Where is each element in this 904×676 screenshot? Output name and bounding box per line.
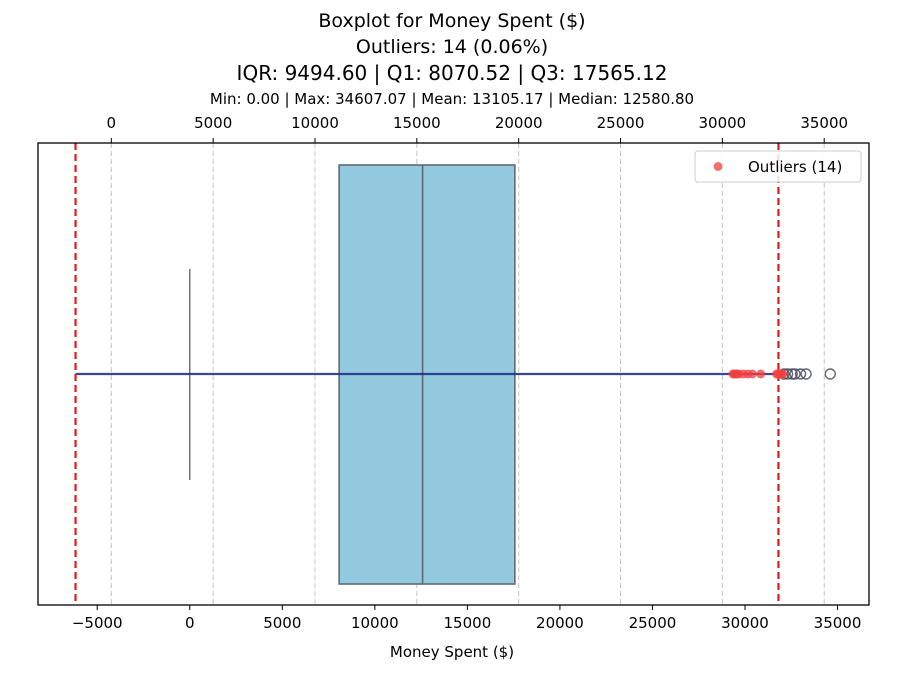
outlier-points <box>728 368 836 380</box>
x-tick-label-bottom: 5000 <box>263 614 301 632</box>
x-tick-label-top: 25000 <box>597 114 645 132</box>
x-tick-label-bottom: 20000 <box>536 614 584 632</box>
legend: Outliers (14) <box>694 150 862 183</box>
x-tick-label-bottom: 10000 <box>351 614 399 632</box>
chart-subtitle-stats: Min: 0.00 | Max: 34607.07 | Mean: 13105.… <box>209 90 695 108</box>
x-tick-label-top: 0 <box>107 114 117 132</box>
x-tick-label-bottom: 0 <box>185 614 195 632</box>
outlier-hollow-point <box>800 368 812 380</box>
x-tick-label-top: 20000 <box>495 114 543 132</box>
chart-subtitle-outliers: Outliers: 14 (0.06%) <box>355 36 549 58</box>
x-tick-label-bottom: −5000 <box>72 614 123 632</box>
x-axis-bottom: −5000 0 5000 10000 15000 20000 25000 30000 35000 <box>72 605 862 632</box>
outlier-point <box>778 369 788 379</box>
x-tick-label-top: 35000 <box>800 114 848 132</box>
legend-box <box>694 150 862 183</box>
legend-label: Outliers (14) <box>748 158 842 176</box>
chart-title: Boxplot for Money Spent ($) <box>318 10 586 32</box>
x-tick-label-bottom: 15000 <box>444 614 492 632</box>
x-tick-label-top: 5000 <box>194 114 232 132</box>
x-tick-label-top: 15000 <box>393 114 441 132</box>
x-axis-label: Money Spent ($) <box>390 643 514 661</box>
x-tick-label-bottom: 25000 <box>629 614 677 632</box>
outlier-point <box>756 369 766 379</box>
legend-marker <box>713 162 723 171</box>
x-tick-label-top: 30000 <box>698 114 746 132</box>
x-tick-label-bottom: 35000 <box>814 614 862 632</box>
chart-subtitle-quartiles: IQR: 9494.60 | Q1: 8070.52 | Q3: 17565.1… <box>236 61 668 85</box>
x-tick-label-bottom: 30000 <box>721 614 769 632</box>
outlier-hollow-point <box>794 368 807 380</box>
plot-frame <box>37 142 870 606</box>
x-axis-top: 0 5000 10000 15000 20000 25000 30000 35000 <box>107 114 848 143</box>
x-tick-label-top: 10000 <box>291 114 339 132</box>
outlier-hollow-point <box>824 368 836 380</box>
outlier-hollow-point <box>789 368 801 380</box>
outlier-point <box>747 369 757 379</box>
